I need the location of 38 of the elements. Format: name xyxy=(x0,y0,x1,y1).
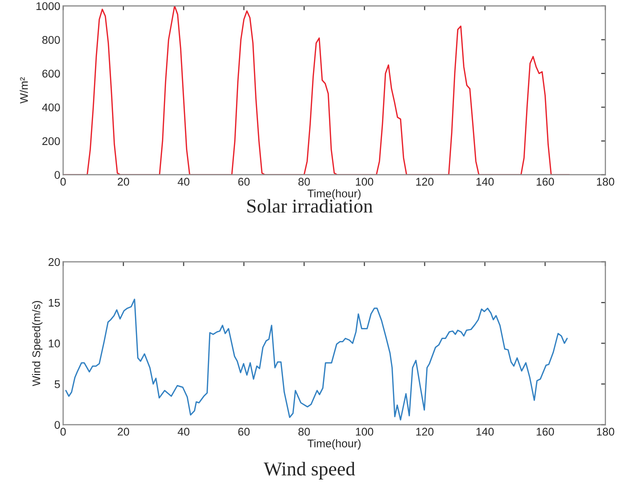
y-tick-label: 5 xyxy=(54,380,60,388)
y-tick-label: 600 xyxy=(42,70,60,78)
x-tick-label: 60 xyxy=(238,178,250,186)
text: Solar irradiation xyxy=(247,198,373,213)
x-tick-label: 0 xyxy=(60,178,66,186)
x-tick-label: 40 xyxy=(178,178,190,186)
y-tick-label: 400 xyxy=(42,103,60,112)
x-tick-label: 80 xyxy=(298,178,310,186)
x-tick-label: 160 xyxy=(536,428,554,436)
y-tick-label: 200 xyxy=(42,137,60,146)
x-tick-label: 120 xyxy=(416,428,434,436)
x-axis-title: Time(hour) xyxy=(308,439,361,450)
x-tick-label: 180 xyxy=(596,178,614,186)
text: Wind speed xyxy=(264,462,356,480)
y-tick-label: 0 xyxy=(54,420,60,429)
x-tick-label: 140 xyxy=(476,428,494,436)
x-tick-label: 160 xyxy=(536,178,554,186)
line-series xyxy=(65,298,568,420)
x-tick-label: 20 xyxy=(118,428,130,436)
x-tick-label: 100 xyxy=(356,428,374,436)
y-tick-label: 0 xyxy=(54,171,60,179)
x-tick-label: 100 xyxy=(356,178,374,186)
y-tick-label: 20 xyxy=(48,258,60,266)
x-tick-label: 180 xyxy=(596,428,614,436)
x-tick-label: 140 xyxy=(476,178,494,186)
x-tick-label: 80 xyxy=(298,428,310,436)
y-tick-label: 15 xyxy=(48,298,60,307)
y-axis-title: Wind Speed(m/s) xyxy=(32,301,42,386)
x-tick-label: 0 xyxy=(60,428,66,436)
x-tick-label: 120 xyxy=(416,178,434,186)
x-tick-label: 20 xyxy=(118,178,130,186)
x-tick-label: 40 xyxy=(178,428,190,436)
y-axis-title: W/m² xyxy=(20,77,28,104)
y-tick-label: 10 xyxy=(48,340,60,348)
x-axis-title: Time(hour) xyxy=(308,189,361,200)
y-tick-label: 800 xyxy=(42,36,60,44)
y-tick-label: 1000 xyxy=(36,2,60,10)
x-tick-label: 60 xyxy=(238,428,250,436)
